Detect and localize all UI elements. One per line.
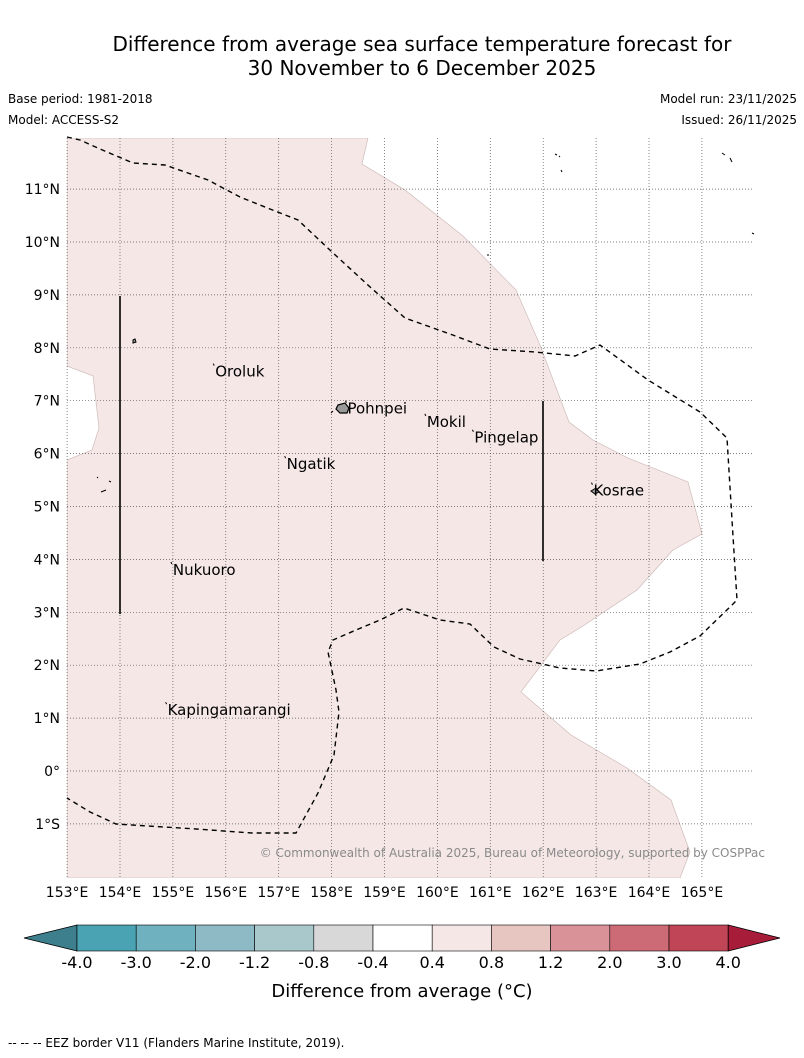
islet xyxy=(554,153,563,173)
colorbar-tick-label: -4.0 xyxy=(61,953,92,972)
colorbar-underflow xyxy=(23,924,78,952)
base-period: Base period: 1981-2018 xyxy=(8,92,153,106)
eez-line-north xyxy=(66,136,738,834)
lat-label: 6°N xyxy=(34,447,60,463)
lon-label: 165°E xyxy=(681,885,724,901)
islet xyxy=(721,152,733,163)
colorbar-tick-label: -1.2 xyxy=(239,953,270,972)
lon-label: 157°E xyxy=(257,885,300,901)
latitude-labels: 11°N 10°N 9°N 8°N 7°N 6°N 5°N 4°N 3°N 2°N 1°N 0° 1°S xyxy=(25,182,60,833)
lat-label: 2°N xyxy=(34,658,60,674)
lat-label: 11°N xyxy=(25,182,60,198)
place-label: Oroluk xyxy=(215,363,264,381)
colorbar-label: Difference from average (°C) xyxy=(271,981,532,1002)
lon-label: 155°E xyxy=(152,885,195,901)
lat-label: 10°N xyxy=(25,235,60,251)
colorbar-segment xyxy=(431,924,492,952)
place-marker xyxy=(284,455,287,459)
lat-label: 9°N xyxy=(34,288,60,304)
place-label: Kapingamarangi xyxy=(168,701,291,719)
colorbar-segment xyxy=(491,924,551,952)
place-marker xyxy=(424,413,427,417)
place-label: Pohnpei xyxy=(347,400,407,418)
model-run: Model run: 23/11/2025 xyxy=(659,92,797,106)
title-line-1: Difference from average sea surface temp… xyxy=(112,32,732,56)
colorbar-tick-label: 1.2 xyxy=(538,953,563,972)
place-marker xyxy=(471,429,474,432)
place-marker xyxy=(212,363,215,366)
islet xyxy=(96,476,99,479)
chart-title: Difference from average sea surface temp… xyxy=(0,32,804,80)
colorbar-tick-label: 3.0 xyxy=(656,953,681,972)
colorbar-tick-label: 2.0 xyxy=(597,953,622,972)
lon-label: 156°E xyxy=(205,885,248,901)
islet xyxy=(100,489,107,493)
place-label: Pingelap xyxy=(474,429,538,447)
lat-label: 4°N xyxy=(34,552,60,568)
lon-label: 160°E xyxy=(416,885,459,901)
lon-label: 161°E xyxy=(469,885,512,901)
lat-label: 8°N xyxy=(34,341,60,357)
colorbar-segment xyxy=(313,924,374,952)
colorbar xyxy=(23,924,781,952)
pohnpei-island xyxy=(335,402,350,414)
colorbar-segment xyxy=(668,924,729,952)
colorbar-segment xyxy=(254,924,315,952)
kosrae-island xyxy=(590,487,600,495)
colorbar-segment xyxy=(609,924,670,952)
colorbar-overflow xyxy=(727,924,781,952)
lat-label: 7°N xyxy=(34,394,60,410)
title-line-2: 30 November to 6 December 2025 xyxy=(247,56,597,80)
place-label: Nukuoro xyxy=(173,561,236,579)
colorbar-tick-label: -3.0 xyxy=(121,953,152,972)
place-marker xyxy=(591,482,593,485)
place-marker xyxy=(345,400,347,403)
lon-label: 154°E xyxy=(99,885,142,901)
islet xyxy=(132,338,137,344)
colorbar-tick-label: -2.0 xyxy=(180,953,211,972)
colorbar-tick-label: -0.4 xyxy=(357,953,388,972)
copyright-notice: © Commonwealth of Australia 2025, Bureau… xyxy=(260,846,765,860)
issued-date: Issued: 26/11/2025 xyxy=(681,113,797,127)
place-label: Kosrae xyxy=(593,482,644,500)
islet xyxy=(751,232,755,235)
colorbar-segment xyxy=(135,924,196,952)
lon-label: 159°E xyxy=(363,885,406,901)
colorbar-tick-label: 0.8 xyxy=(479,953,504,972)
lon-label: 158°E xyxy=(310,885,353,901)
lat-label: 5°N xyxy=(34,500,60,516)
lon-label: 164°E xyxy=(628,885,671,901)
lat-label: 1°N xyxy=(34,711,60,727)
place-marker xyxy=(165,701,168,705)
colorbar-segment xyxy=(372,924,433,952)
lon-label: 162°E xyxy=(522,885,565,901)
place-labels: Oroluk Pohnpei Mokil Pingelap Ngatik Kosrae Nu… xyxy=(165,363,644,719)
forecast-map: 11°N 10°N 9°N 8°N 7°N 6°N 5°N 4°N 3°N 2°N 1°N 0° 1°S… xyxy=(23,136,781,1002)
lat-label: 3°N xyxy=(34,605,60,621)
lat-label: 0° xyxy=(44,764,60,780)
colorbar-tick-label: 0.4 xyxy=(419,953,444,972)
place-marker xyxy=(170,561,173,565)
model-name: Model: ACCESS-S2 xyxy=(8,113,120,127)
islet xyxy=(108,480,112,483)
longitude-labels: 153°E 154°E 155°E 156°E 157°E 158°E 159°E 160°E… xyxy=(46,885,723,901)
islet xyxy=(330,410,334,414)
lon-label: 163°E xyxy=(575,885,618,901)
colorbar-segment xyxy=(76,924,137,952)
colorbar-tick-label: 4.0 xyxy=(715,953,740,972)
eez-border xyxy=(66,136,738,834)
colorbar-ticks: -4.0 -3.0 -2.0 -1.2 -0.8 -0.4 0.4 0.8 1.2 2.0 3.0 4… xyxy=(61,953,741,972)
colorbar-segment xyxy=(550,924,611,952)
place-label: Ngatik xyxy=(287,455,336,473)
lat-label: 1°S xyxy=(35,817,60,833)
lon-label: 153°E xyxy=(46,885,89,901)
colorbar-segment xyxy=(195,924,255,952)
map-features xyxy=(96,152,755,614)
place-label: Mokil xyxy=(427,413,466,431)
colorbar-tick-label: -0.8 xyxy=(298,953,329,972)
eez-footnote: -- -- -- EEZ border V11 (Flanders Marine… xyxy=(8,1036,345,1050)
